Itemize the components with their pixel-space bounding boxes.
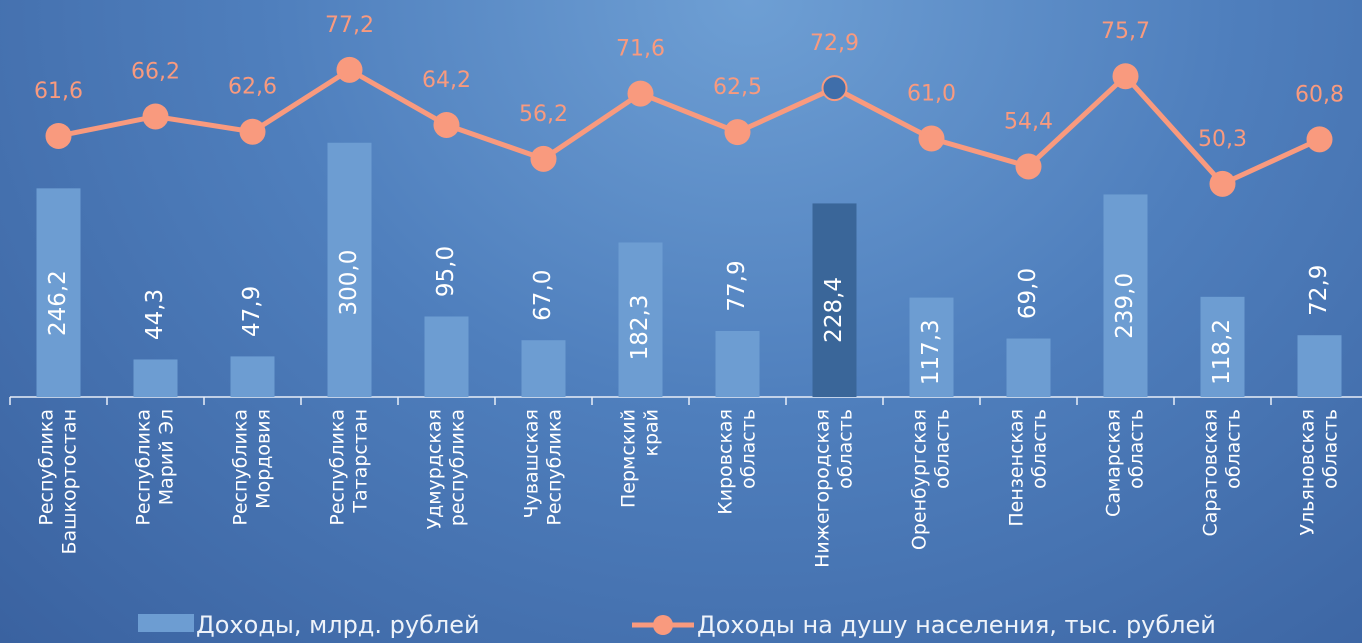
x-tick-label: Республика	[36, 409, 58, 526]
x-tick-label: Удмурдская	[424, 409, 446, 530]
legend-swatch	[653, 615, 673, 635]
bar-value-label: 118,2	[1209, 319, 1235, 385]
line-value-label: 77,2	[325, 13, 374, 38]
line-marker	[239, 118, 266, 145]
bar	[1200, 296, 1245, 397]
line-value-label: 56,2	[519, 102, 568, 127]
line-value-label: 54,4	[1004, 109, 1053, 134]
bar-value-label: 239,0	[1112, 273, 1138, 339]
bar-value-label: 246,2	[45, 270, 71, 336]
bar	[521, 340, 566, 397]
x-tick-label: край	[641, 409, 663, 457]
bar-value-label: 72,9	[1306, 265, 1332, 316]
x-tick-label: область	[932, 409, 954, 489]
line-marker	[433, 111, 460, 138]
line-marker	[530, 145, 557, 172]
bar-value-label: 228,4	[821, 277, 847, 343]
x-tick-label: область	[1029, 409, 1051, 489]
x-tick-label: Ульяновская	[1297, 409, 1319, 536]
bar	[1103, 194, 1148, 397]
x-tick-label: область	[1320, 409, 1342, 489]
x-tick-label: область	[1126, 409, 1148, 489]
x-tick-label: Пензенская	[1006, 409, 1028, 527]
bar	[812, 203, 857, 397]
x-tick-label: республика	[447, 409, 469, 526]
x-tick-label: Пермский	[618, 409, 640, 508]
bar-value-label: 44,3	[142, 289, 168, 340]
line-marker	[1306, 126, 1333, 153]
line-value-label: 66,2	[131, 59, 180, 84]
x-tick-label: Кировская	[715, 409, 737, 515]
line-marker	[142, 103, 169, 130]
bar	[909, 297, 954, 397]
bar-value-label: 95,0	[433, 246, 459, 297]
x-tick-label: Самарская	[1103, 409, 1125, 517]
line-marker	[45, 122, 72, 149]
bar	[133, 359, 178, 397]
bar-value-label: 67,0	[530, 270, 556, 321]
line-value-label: 75,7	[1101, 19, 1150, 44]
bar-value-label: 69,0	[1015, 268, 1041, 319]
x-tick-label: Чувашская	[521, 409, 543, 519]
bar-value-label: 117,3	[918, 319, 944, 385]
bar	[424, 316, 469, 397]
bar	[618, 242, 663, 397]
line-value-label: 62,6	[228, 75, 277, 100]
line-value-label: 61,0	[907, 82, 956, 107]
x-tick-label: Нижегородская	[812, 409, 834, 568]
line-value-label: 60,8	[1295, 82, 1344, 107]
x-tick-label: Башкортостан	[59, 409, 81, 555]
line	[58, 66, 1321, 187]
line-value-label: 50,3	[1198, 127, 1247, 152]
x-tick-label: Татарстан	[350, 409, 372, 514]
bar	[230, 356, 275, 397]
legend-swatch	[138, 614, 194, 632]
line-marker	[821, 75, 848, 102]
line-marker	[918, 125, 945, 152]
line-value-label: 62,5	[713, 75, 762, 100]
line-value-label: 64,2	[422, 68, 471, 93]
x-tick-label: Саратовская	[1200, 409, 1222, 537]
x-tick-label: Оренбургская	[909, 409, 931, 550]
line-marker	[724, 119, 751, 146]
x-tick-label: Республика	[327, 409, 349, 526]
bar	[327, 142, 372, 397]
line-marker	[627, 80, 654, 107]
bar-value-label: 182,3	[627, 295, 653, 361]
bar-value-label: 300,0	[336, 250, 362, 316]
line-marker	[1015, 153, 1042, 180]
bar	[36, 188, 81, 397]
x-tick-label: область	[1223, 409, 1245, 489]
line-value-label: 72,9	[810, 31, 859, 56]
bar	[1297, 335, 1342, 397]
bar-value-label: 47,9	[239, 286, 265, 337]
x-tick-label: область	[738, 409, 760, 489]
legend-label: Доходы, млрд. рублей	[196, 611, 480, 639]
line-marker	[1112, 63, 1139, 90]
x-tick-label: Мордовия	[253, 409, 275, 509]
line-value-label: 61,6	[34, 79, 83, 104]
bar	[715, 330, 760, 397]
legend-label: Доходы на душу населения, тыс. рублей	[697, 611, 1216, 639]
x-tick-label: Республика	[230, 409, 252, 526]
bar-value-label: 77,9	[724, 260, 750, 311]
x-tick-label: область	[835, 409, 857, 489]
x-tick-label: Республика	[133, 409, 155, 526]
x-tick-label: Республика	[544, 409, 566, 526]
line-value-label: 71,6	[616, 37, 665, 62]
x-tick-label: Марий Эл	[156, 409, 178, 505]
bar	[1006, 338, 1051, 397]
line-marker	[336, 56, 363, 83]
line-marker	[1209, 170, 1236, 197]
